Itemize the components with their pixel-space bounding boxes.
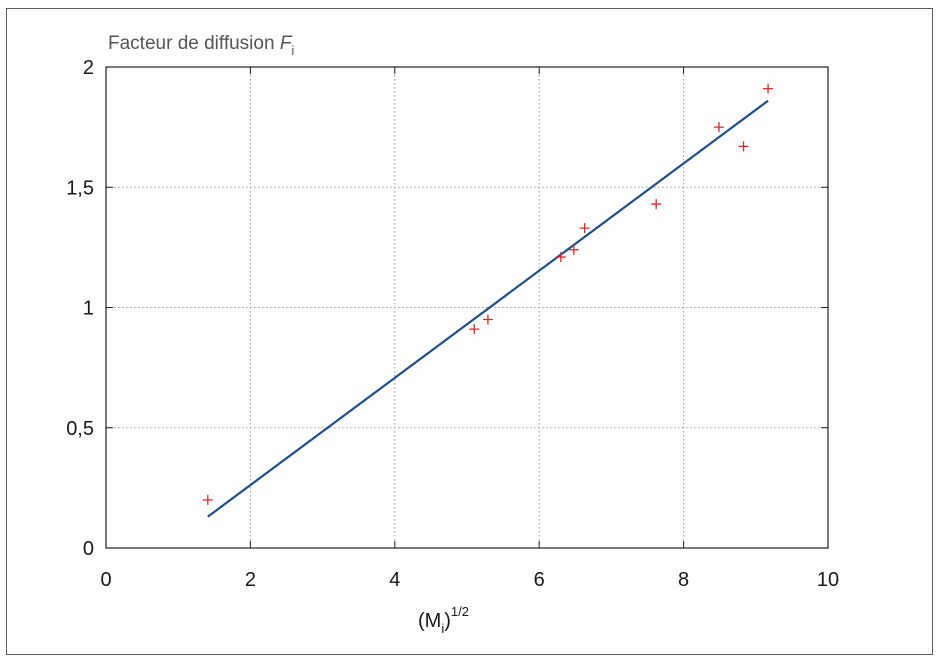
data-point-marker <box>713 122 724 133</box>
x-tick-label: 8 <box>678 569 689 591</box>
data-point-marker <box>763 83 774 94</box>
x-tick-label: 10 <box>817 569 839 591</box>
data-point-marker <box>651 199 662 210</box>
y-tick-label: 0,5 <box>66 418 94 440</box>
x-tick-label: 2 <box>245 569 256 591</box>
x-tick-label: 0 <box>100 569 111 591</box>
chart-title: Facteur de diffusion Fi <box>108 33 294 58</box>
data-point-marker <box>555 251 566 262</box>
data-point-marker <box>579 223 590 234</box>
data-points-layer <box>202 83 774 505</box>
data-point-marker <box>738 141 749 152</box>
chart-title-subscript: i <box>291 43 294 58</box>
data-point-marker <box>202 494 213 505</box>
axes: 0 2 4 6 8 10 0 0,5 1 1,5 2 <box>66 57 839 591</box>
x-tick-label: 6 <box>534 569 545 591</box>
fit-line-layer <box>207 99 769 518</box>
data-point-marker <box>482 314 493 325</box>
y-tick-label: 2 <box>83 57 94 79</box>
y-tick-label: 1 <box>83 298 94 320</box>
x-tick-label: 4 <box>389 569 400 591</box>
chart-title-variable: F <box>280 33 293 54</box>
x-axis-label-close: ) <box>444 610 451 632</box>
x-axis-label-open: (M <box>418 610 441 632</box>
chart-title-main: Facteur de diffusion <box>108 33 280 54</box>
data-point-marker <box>568 244 579 255</box>
x-axis-label-superscript: 1/2 <box>451 604 469 619</box>
y-tick-label: 1,5 <box>66 177 94 199</box>
grid <box>106 67 828 548</box>
regression-line <box>207 99 769 518</box>
x-axis-label-subscript: i <box>441 621 444 636</box>
data-point-marker <box>469 324 480 335</box>
x-axis-label: (Mi)1/2 <box>418 604 469 636</box>
y-tick-label: 0 <box>83 538 94 560</box>
figure-border <box>6 8 933 655</box>
